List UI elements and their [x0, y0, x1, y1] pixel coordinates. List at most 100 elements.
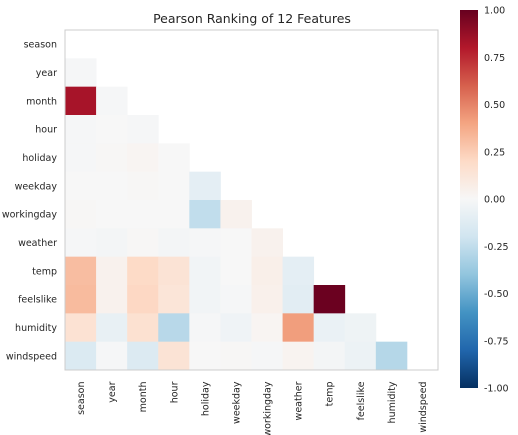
y-tick-label: humidity [15, 323, 57, 334]
heatmap-cell [251, 313, 283, 343]
heatmap-cell [189, 285, 221, 314]
x-tick-label: windspeed [418, 382, 429, 433]
heatmap-cell [65, 58, 97, 88]
heatmap-cell [344, 341, 377, 371]
y-tick-label: hour [35, 125, 57, 136]
heatmap-cell [220, 200, 252, 229]
x-tick-label: weekday [231, 381, 242, 424]
heatmap-cell [282, 256, 315, 286]
x-tick-label: holiday [200, 381, 211, 416]
y-tick-label: temp [32, 266, 57, 277]
y-tick-label: feelslike [18, 295, 57, 306]
y-tick-label: month [26, 96, 57, 107]
heatmap-cell [65, 143, 97, 173]
heatmap-cell [282, 341, 315, 371]
heatmap-cell [220, 256, 252, 286]
colorbar-tick-label: -0.50 [484, 289, 509, 300]
colorbar-tick-label: -0.75 [484, 336, 509, 347]
x-tick-label: month [138, 382, 149, 413]
y-tick-label: holiday [22, 153, 57, 164]
heatmap-cell [96, 115, 128, 144]
colorbar-tick-label: 0.00 [484, 195, 505, 206]
heatmap-cell [220, 285, 252, 314]
heatmap-cell [127, 115, 159, 144]
heatmap-cell [189, 256, 221, 286]
x-tick-label: weather [294, 381, 305, 420]
heatmap-cell [158, 256, 190, 286]
heatmap-cell [96, 143, 128, 173]
heatmap-cell [127, 200, 159, 229]
heatmap-cell [127, 228, 159, 258]
heatmap-cell [65, 86, 97, 116]
y-tick-labels: season year month hour holiday weekday working… [2, 40, 58, 363]
colorbar-tick-label: 0.25 [484, 147, 505, 158]
heatmap-cell [158, 200, 190, 229]
heatmap-cell [158, 285, 190, 314]
heatmap-cell [158, 171, 190, 201]
heatmap-cell [96, 200, 128, 229]
x-tick-label: feelslike [356, 381, 367, 420]
heatmap-cell [158, 341, 190, 371]
heatmap-cell [282, 285, 315, 314]
heatmap-cell [65, 228, 97, 258]
heatmap-cell [127, 256, 159, 286]
heatmap-cell [189, 313, 221, 343]
heatmap-cell [220, 228, 252, 258]
heatmap-cell [96, 341, 128, 371]
heatmap-cells [65, 58, 408, 371]
heatmap-cell [96, 313, 128, 343]
heatmap-cell [282, 313, 315, 343]
plot-frame [64, 29, 439, 371]
heatmap-cell [189, 171, 221, 201]
heatmap-cell [220, 313, 252, 343]
colorbar-tick-label: -0.25 [484, 242, 509, 253]
heatmap-cell [158, 228, 190, 258]
y-tick-label: workingday [2, 210, 58, 221]
heatmap-cell [127, 341, 159, 371]
y-tick-label: year [36, 68, 57, 79]
heatmap-cell [313, 313, 346, 343]
heatmap-cell [189, 200, 221, 229]
heatmap-cell [96, 86, 128, 116]
heatmap-cell [189, 228, 221, 258]
heatmap-cell [127, 313, 159, 343]
colorbar-ticks: 1.00 0.75 0.50 0.25 0.00 -0.25 -0.50 -0.75 -1.00 [484, 6, 509, 395]
colorbar-tick-label: -1.00 [484, 384, 509, 395]
heatmap-cell [96, 256, 128, 286]
heatmap-cell [313, 285, 346, 314]
heatmap-cell [127, 143, 159, 173]
y-tick-label: windspeed [6, 351, 57, 362]
y-tick-label: weather [18, 238, 57, 249]
colorbar [460, 10, 478, 388]
heatmap-cell [96, 171, 128, 201]
heatmap-cell [65, 313, 97, 343]
x-tick-label: humidity [387, 381, 398, 423]
heatmap-cell [127, 171, 159, 201]
heatmap-cell [251, 341, 283, 371]
x-tick-label: year [107, 381, 118, 402]
heatmap-cell [220, 341, 252, 371]
heatmap-cell [158, 143, 190, 173]
x-tick-labels: season year month hour holiday weekday working… [76, 381, 429, 435]
colorbar-tick-label: 0.50 [484, 100, 505, 111]
x-tick-label: hour [169, 381, 180, 403]
x-tick-label: workingday [263, 381, 274, 435]
colorbar-tick-label: 1.00 [484, 6, 505, 17]
heatmap-cell [96, 285, 128, 314]
heatmap-cell [375, 341, 408, 371]
heatmap-cell [65, 256, 97, 286]
heatmap-cell [65, 285, 97, 314]
heatmap-cell [189, 341, 221, 371]
heatmap-cell [313, 341, 346, 371]
heatmap-cell [65, 341, 97, 371]
y-tick-label: weekday [15, 181, 58, 192]
heatmap-cell [127, 285, 159, 314]
x-tick-label: season [76, 382, 87, 415]
heatmap-cell [65, 200, 97, 229]
heatmap-cell [96, 228, 128, 258]
colorbar-tick-label: 0.75 [484, 53, 505, 64]
x-tick-label: temp [325, 382, 336, 407]
heatmap-cell [65, 171, 97, 201]
heatmap-cell [65, 115, 97, 144]
